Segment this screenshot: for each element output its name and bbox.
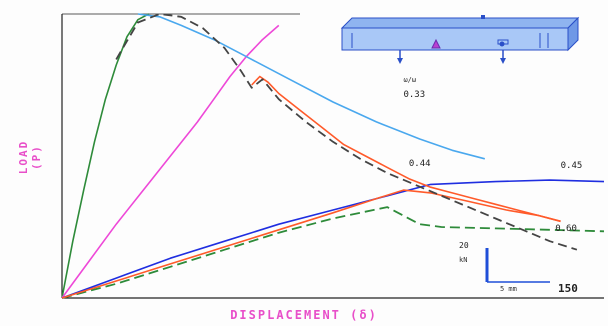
series-line-4 [61, 179, 605, 299]
curve-label-3: 0.44 [408, 158, 431, 169]
series-layer [61, 13, 605, 299]
curve-label-5: 0.60 [555, 223, 577, 234]
series-line-1 [61, 13, 150, 299]
series-line-2 [61, 206, 605, 299]
scale-value-top: 20 [459, 241, 469, 250]
series-line-6 [61, 189, 561, 299]
curve-label-4: 0.45 [560, 161, 583, 172]
series-line-5 [137, 13, 486, 160]
curve-label-1: ω/ω [403, 76, 417, 85]
y-axis-label: LOAD (P) [17, 139, 43, 175]
series-line-7 [251, 75, 561, 223]
scale-value-right: 150 [558, 282, 578, 295]
series-line-8 [115, 13, 578, 251]
series-line-3 [61, 24, 280, 299]
beam-specimen-diagram [340, 15, 580, 64]
scale-box [485, 248, 550, 283]
x-axis-label: DISPLACEMENT (δ) [230, 308, 378, 322]
scale-value-mid: kN [459, 256, 468, 264]
scale-value-bottom: 5 mm [500, 285, 517, 293]
curve-label-2: 0.33 [403, 90, 426, 101]
